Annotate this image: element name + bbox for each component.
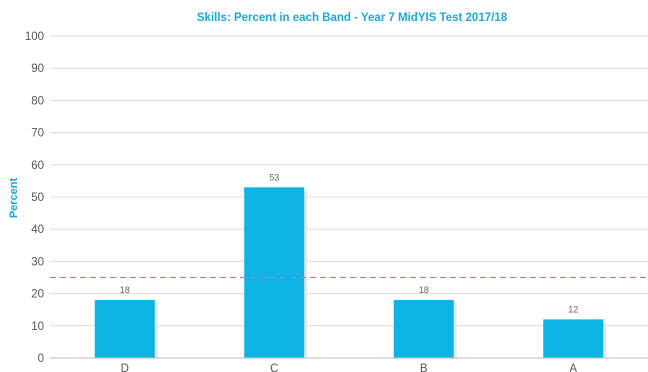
data-label: 18: [419, 285, 429, 295]
y-tick-label: 70: [31, 128, 44, 140]
y-tick-label: 100: [25, 31, 44, 43]
data-labels: 18 53 18 12: [120, 172, 579, 314]
y-tick-label: 90: [31, 63, 44, 75]
y-tick-label: 60: [31, 160, 44, 172]
bar: [244, 187, 305, 358]
y-tick-label: 10: [31, 321, 44, 333]
data-label: 12: [568, 304, 578, 314]
y-tick-label: 80: [31, 95, 44, 107]
x-tick-label: C: [270, 363, 278, 372]
y-axis-ticks: 0 10 20 30 40 50 60 70 80 90 100: [25, 31, 44, 365]
bar: [393, 300, 454, 358]
x-tick-label: B: [420, 363, 428, 372]
y-tick-label: 20: [31, 289, 44, 301]
y-tick-label: 50: [31, 192, 44, 204]
bar: [543, 319, 604, 358]
bars: [94, 187, 607, 358]
x-tick-label: A: [569, 363, 577, 372]
y-tick-label: 40: [31, 224, 44, 236]
x-tick-label: D: [121, 363, 129, 372]
y-axis-label: Percent: [8, 177, 20, 218]
bar: [94, 300, 155, 358]
y-tick-label: 30: [31, 256, 44, 268]
chart-title: Skills: Percent in each Band - Year 7 Mi…: [197, 12, 508, 24]
data-label: 53: [269, 172, 279, 182]
data-label: 18: [120, 285, 130, 295]
y-tick-label: 0: [38, 353, 44, 365]
